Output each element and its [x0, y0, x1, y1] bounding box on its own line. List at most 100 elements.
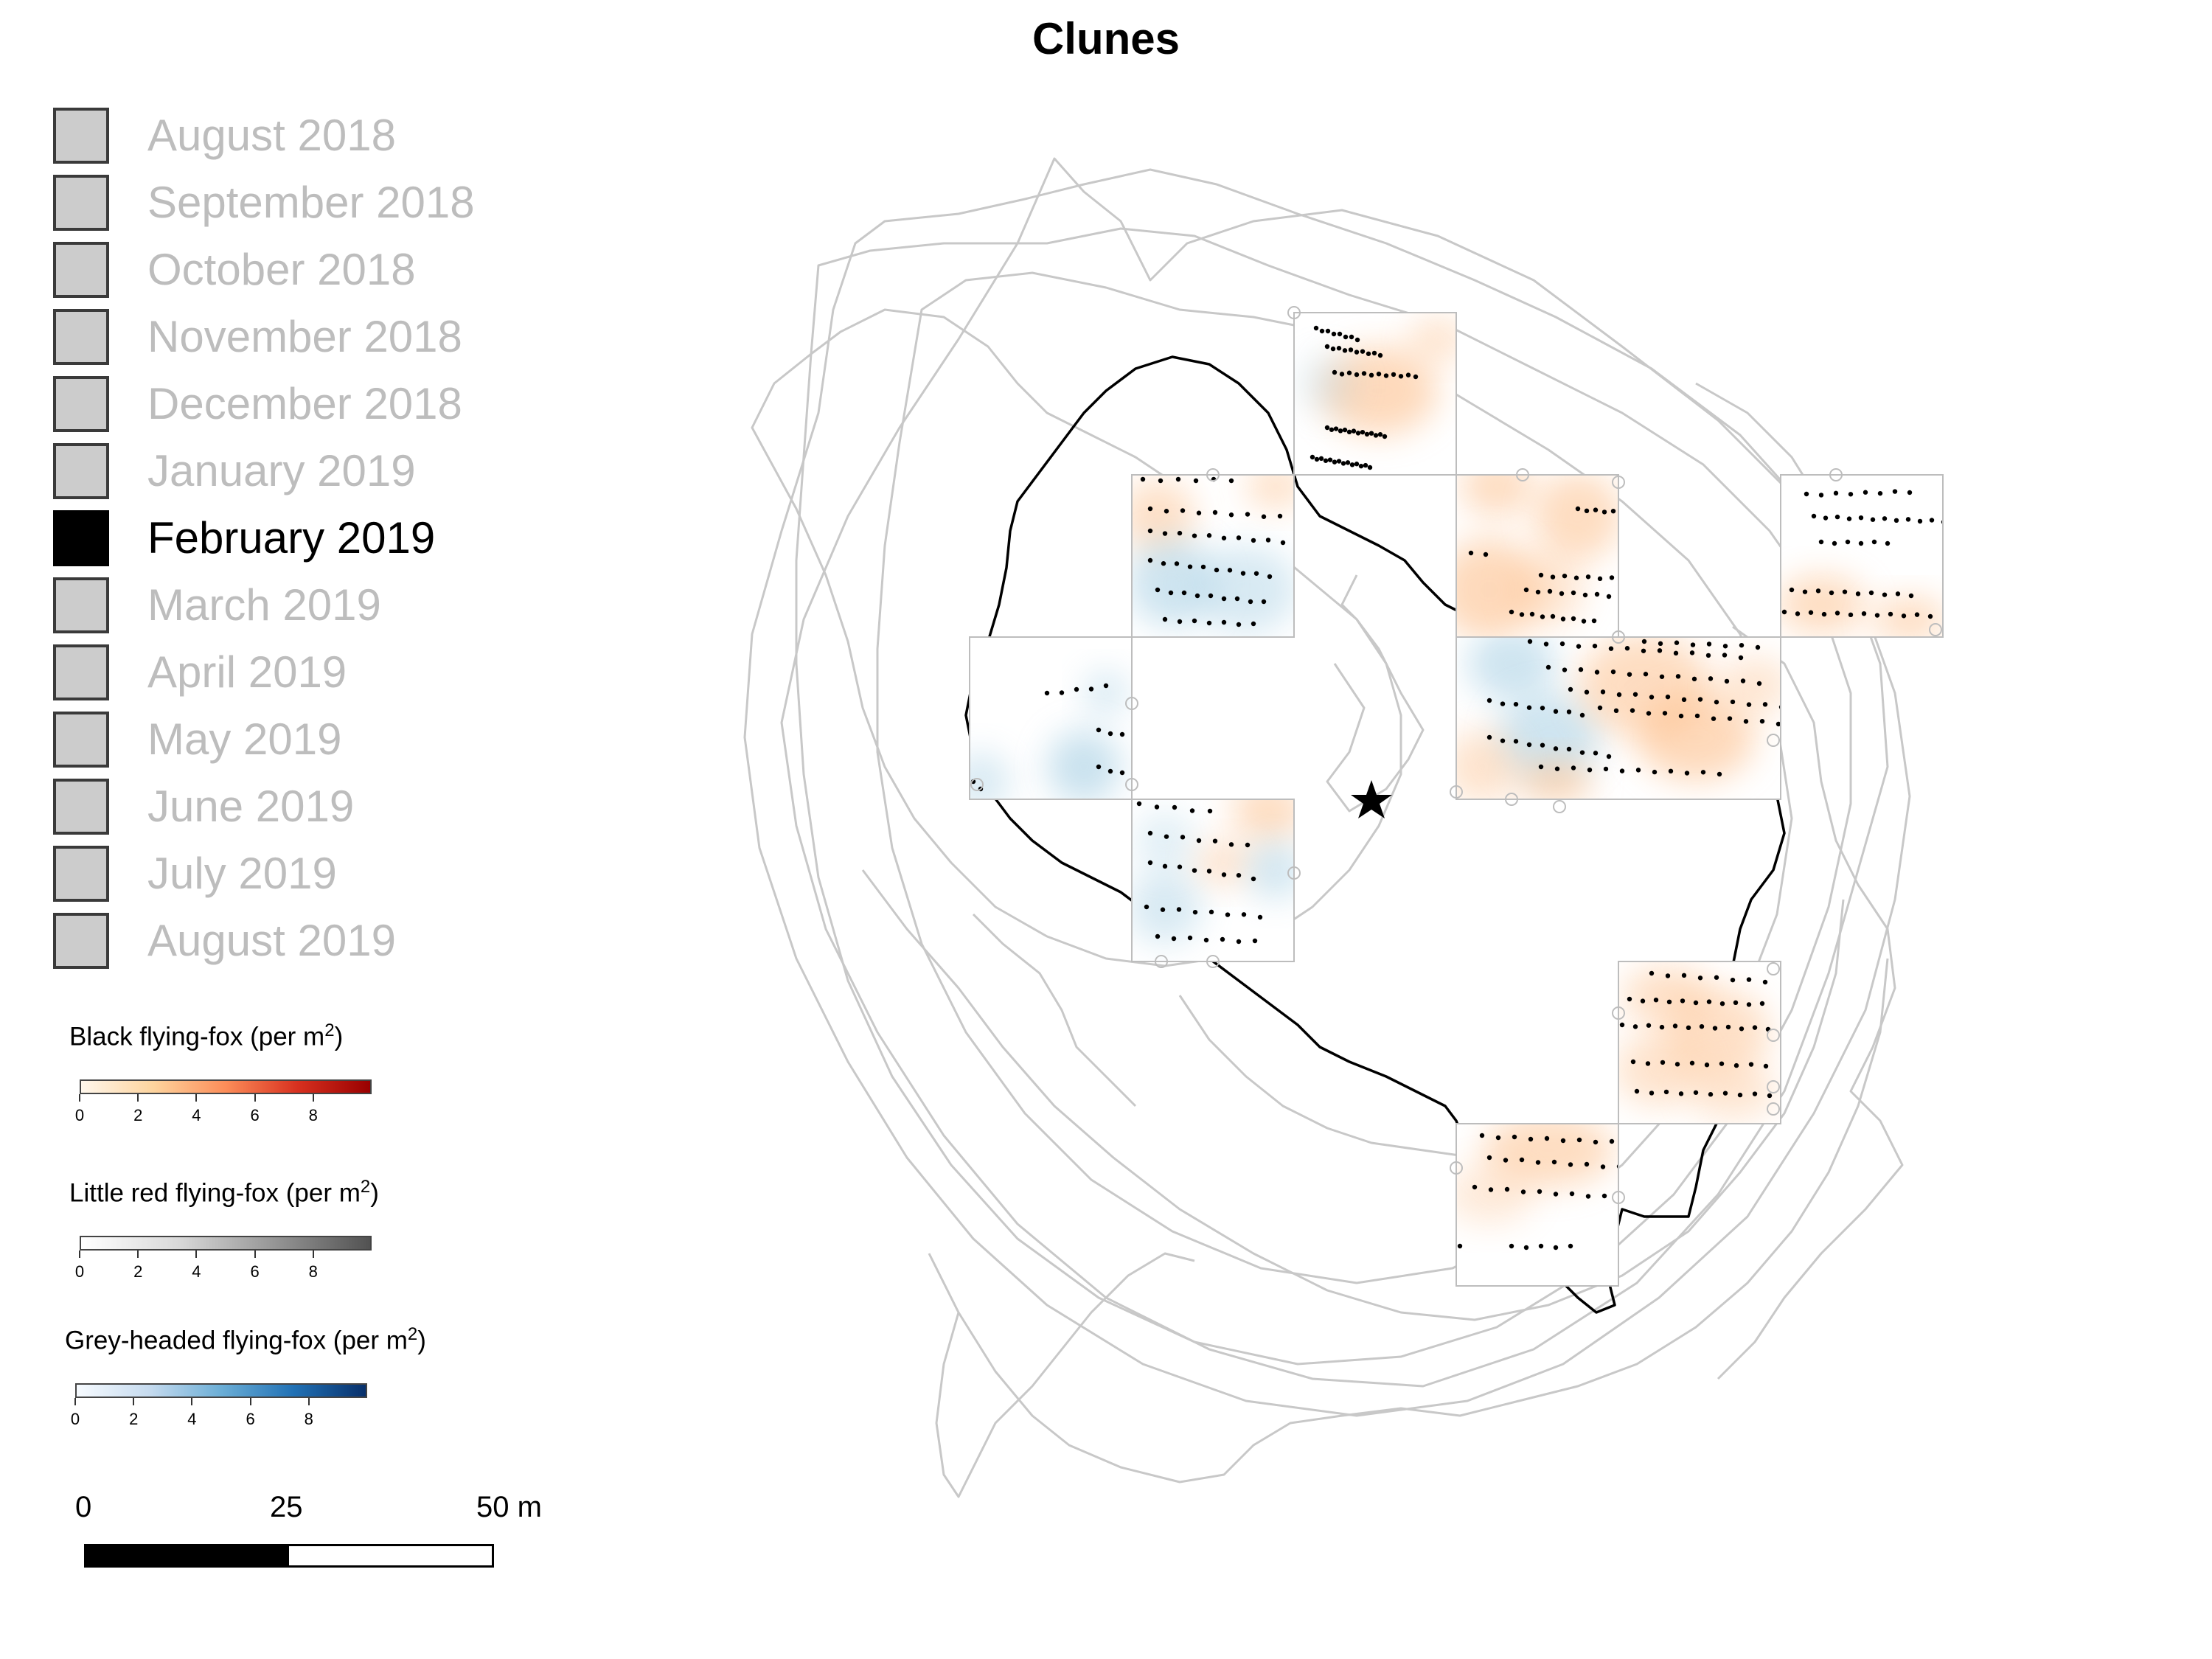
sample-point: [1174, 561, 1180, 566]
sample-point: [1327, 457, 1333, 462]
sample-point: [1662, 711, 1668, 716]
legend-tick: [307, 1398, 310, 1405]
sample-point: [1619, 768, 1625, 773]
sample-point: [1674, 1062, 1680, 1067]
sample-point: [1870, 517, 1876, 522]
edge-marker: [1612, 630, 1625, 644]
sample-point: [1413, 374, 1419, 380]
sample-point: [1383, 373, 1389, 378]
density-blob: [1194, 546, 1294, 634]
legend-tick: [254, 1094, 256, 1102]
month-label: July 2019: [147, 849, 337, 898]
sample-point: [1562, 667, 1568, 672]
sample-point: [1103, 683, 1109, 689]
sample-point: [1834, 514, 1840, 520]
month-checkbox[interactable]: [53, 577, 109, 633]
sample-point: [1730, 977, 1736, 983]
sample-point: [1571, 765, 1576, 771]
sample-point: [1107, 768, 1113, 774]
sample-point: [1176, 907, 1182, 912]
sample-point: [1318, 456, 1324, 462]
sample-point: [1917, 518, 1923, 524]
sample-point: [1342, 348, 1348, 353]
sample-point: [1659, 674, 1665, 679]
sample-point: [1600, 689, 1606, 695]
sample-point: [1601, 509, 1607, 515]
sample-point: [1868, 590, 1874, 596]
month-checkbox[interactable]: [53, 644, 109, 700]
month-checkbox[interactable]: [53, 846, 109, 902]
sample-point: [1207, 808, 1213, 814]
sample-point: [1074, 686, 1079, 692]
sample-point: [1280, 540, 1286, 546]
sample-point: [1632, 1024, 1638, 1029]
sample-point: [1882, 516, 1888, 521]
legend-tick: [312, 1251, 314, 1258]
sample-point: [1373, 433, 1379, 438]
quadrat-border: [969, 636, 1133, 800]
month-checkbox[interactable]: [53, 779, 109, 835]
sample-point: [1486, 734, 1492, 740]
sample-point: [1818, 539, 1824, 545]
sample-point: [1733, 1062, 1739, 1068]
sample-point: [1181, 590, 1187, 596]
month-checkbox[interactable]: [53, 376, 109, 432]
sample-point: [1705, 653, 1711, 658]
scale-label-25: 25: [270, 1491, 303, 1523]
legend-tick: [133, 1398, 135, 1405]
legend-tick: [312, 1094, 314, 1102]
density-blob: [1688, 1062, 1777, 1121]
sample-point: [1562, 573, 1568, 579]
month-checkbox[interactable]: [53, 108, 109, 164]
quadrat-A: [1294, 313, 1456, 475]
month-checkbox[interactable]: [53, 175, 109, 231]
sample-point: [1472, 1184, 1478, 1190]
sample-point: [1504, 1186, 1510, 1192]
month-checkbox[interactable]: [53, 242, 109, 298]
legend-tick: [249, 1398, 251, 1405]
sample-point: [1252, 938, 1258, 944]
sample-point: [1553, 1245, 1559, 1251]
sample-point: [1600, 1164, 1606, 1169]
sample-point: [1160, 907, 1166, 912]
sample-point: [1457, 1243, 1463, 1249]
sample-point: [1337, 331, 1343, 337]
month-checkbox[interactable]: [53, 309, 109, 365]
sample-point: [1606, 594, 1612, 599]
sample-point: [1277, 513, 1283, 519]
sample-point: [1901, 613, 1907, 619]
sample-point: [1684, 771, 1690, 776]
sample-point: [1180, 508, 1186, 513]
sample-point: [1560, 616, 1566, 622]
sample-point: [1759, 718, 1765, 724]
sample-point: [1192, 533, 1197, 538]
sample-point: [1597, 576, 1603, 582]
edge-marker: [1125, 697, 1138, 710]
sample-point: [1706, 999, 1712, 1004]
sample-point: [1708, 1092, 1714, 1097]
sample-point: [1690, 642, 1696, 647]
legend-tick-label: 0: [70, 1410, 80, 1428]
sample-point: [1737, 1092, 1743, 1098]
sample-point: [1553, 709, 1559, 714]
sample-point: [1488, 1187, 1494, 1192]
sample-point: [1571, 616, 1576, 622]
sample-point: [1547, 588, 1553, 594]
sample-point: [1096, 727, 1102, 733]
sample-point: [1646, 711, 1652, 716]
month-checkbox[interactable]: [53, 712, 109, 768]
sample-point: [1398, 374, 1404, 379]
month-checkbox[interactable]: [53, 913, 109, 969]
sample-point: [1888, 611, 1893, 617]
month-checkbox-selected[interactable]: [53, 510, 109, 566]
sample-point: [1550, 574, 1556, 580]
sample-point: [1645, 1061, 1651, 1066]
sample-point: [1691, 676, 1697, 682]
sample-point: [1500, 701, 1506, 706]
sample-point: [1895, 591, 1901, 597]
month-checkbox[interactable]: [53, 443, 109, 499]
density-blob: [1231, 799, 1294, 841]
sample-point: [1162, 531, 1168, 536]
sample-point: [1236, 535, 1242, 540]
sample-point: [1660, 1060, 1666, 1065]
